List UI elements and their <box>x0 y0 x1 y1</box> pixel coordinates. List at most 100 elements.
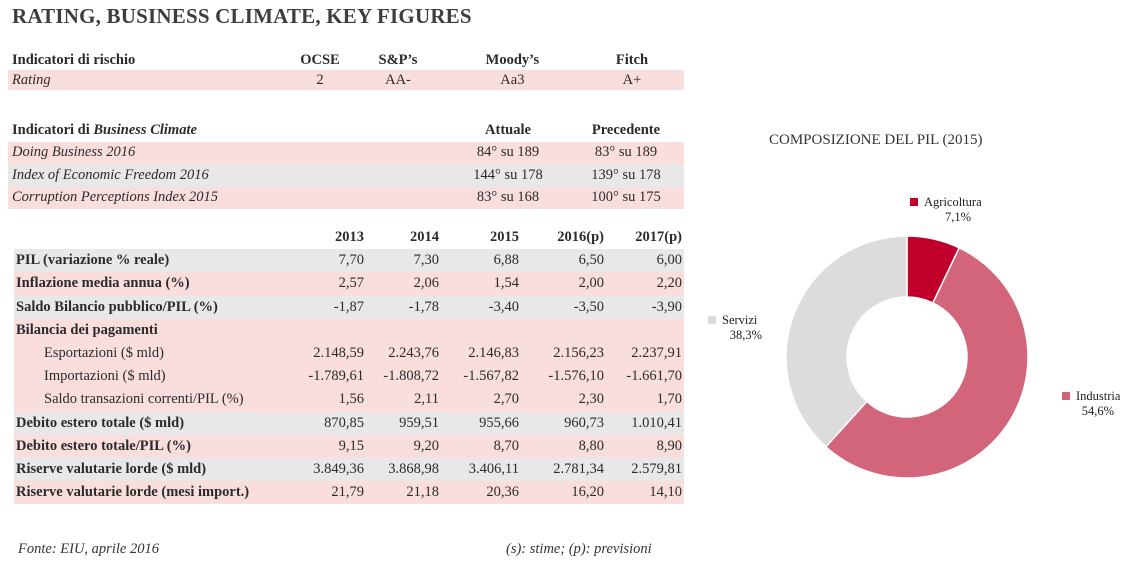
kf-value: 6,00 <box>606 249 684 273</box>
kf-value <box>291 318 366 342</box>
kf-value: 2,20 <box>606 272 684 296</box>
kf-value: -3,40 <box>441 295 521 319</box>
bc-header-current: Attuale <box>485 121 531 138</box>
kf-label: Riserve valutarie lorde (mesi import.) <box>14 481 291 505</box>
kf-value: 2.243,76 <box>366 341 441 366</box>
risk-rating-moodys: Aa3 <box>444 70 580 90</box>
kf-value: 3.849,36 <box>291 457 366 482</box>
bc-row-current: 83° su 168 <box>448 186 568 209</box>
pie-slice-industria <box>824 246 1029 479</box>
kf-value: 3.868,98 <box>366 457 441 482</box>
risk-header-sp: S&P’s <box>378 51 418 68</box>
kf-value: 7,30 <box>366 249 441 273</box>
bc-row: Corruption Perceptions Index 2015 83° su… <box>8 186 684 209</box>
kf-value: 955,66 <box>441 411 521 435</box>
pie-label-name: Servizi <box>722 313 758 327</box>
kf-value: 7,70 <box>291 249 366 273</box>
kf-header-row: 2013 2014 2015 2016(p) 2017(p) <box>14 226 684 249</box>
risk-table: Indicatori di rischio OCSE S&P’s Moody’s… <box>8 50 684 90</box>
kf-label: Saldo transazioni correnti/PIL (%) <box>14 388 291 412</box>
kf-row-reserves-months: Riserve valutarie lorde (mesi import.) 2… <box>14 481 684 505</box>
chart-title: COMPOSIZIONE DEL PIL (2015) <box>769 132 983 148</box>
kf-year: 2013 <box>335 229 364 246</box>
kf-value: -1,78 <box>366 295 441 319</box>
kf-value: 2,06 <box>366 272 441 296</box>
kf-value: -1.576,10 <box>521 365 606 389</box>
kf-value: -1.808,72 <box>366 365 441 389</box>
kf-value: 1,54 <box>441 272 521 296</box>
kf-value: 21,18 <box>366 481 441 505</box>
kf-year: 2015 <box>490 229 519 246</box>
kf-value: 6,50 <box>521 249 606 273</box>
kf-row-bop: Bilancia dei pagamenti <box>14 318 684 342</box>
bc-row-previous: 83° su 189 <box>568 141 684 164</box>
bc-row-name: Doing Business 2016 <box>8 141 448 164</box>
legend-note: (s): stime; (p): previsioni <box>506 541 652 557</box>
kf-value: 14,10 <box>606 481 684 505</box>
risk-rating-label: Rating <box>8 70 289 90</box>
bc-header-label: Indicatori di Business Climate <box>8 119 448 142</box>
kf-value: 2.148,59 <box>291 341 366 366</box>
bc-row-name: Index of Economic Freedom 2016 <box>8 164 448 187</box>
risk-header-ocse: OCSE <box>300 51 340 68</box>
kf-value: 2.781,34 <box>521 457 606 482</box>
pie-label-value: 54,6% <box>1082 404 1114 418</box>
kf-value: 21,79 <box>291 481 366 505</box>
kf-label: Debito estero totale/PIL (%) <box>14 434 291 458</box>
kf-value: 9,20 <box>366 434 441 458</box>
kf-value: 8,80 <box>521 434 606 458</box>
kf-year: 2014 <box>410 229 439 246</box>
pie-label-name: Agricoltura <box>924 195 982 209</box>
key-figures-table: 2013 2014 2015 2016(p) 2017(p) PIL (vari… <box>14 226 684 505</box>
risk-header-label: Indicatori di rischio <box>12 51 136 68</box>
bc-row-current: 144° su 178 <box>448 164 568 187</box>
kf-header-blank <box>14 226 291 249</box>
kf-value: -3,90 <box>606 295 684 319</box>
kf-row-budget: Saldo Bilancio pubblico/PIL (%) -1,87 -1… <box>14 295 684 319</box>
kf-year: 2016(p) <box>557 229 604 246</box>
kf-value: 2.146,83 <box>441 341 521 366</box>
kf-value: 2,70 <box>441 388 521 412</box>
bc-header-previous: Precedente <box>591 121 661 138</box>
kf-row-current-account: Saldo transazioni correnti/PIL (%) 1,56 … <box>14 388 684 412</box>
kf-label: Saldo Bilancio pubblico/PIL (%) <box>14 295 291 319</box>
kf-value: 8,90 <box>606 434 684 458</box>
risk-header-row: Indicatori di rischio OCSE S&P’s Moody’s… <box>8 50 684 70</box>
bc-row: Doing Business 2016 84° su 189 83° su 18… <box>8 141 684 164</box>
pie-label-value: 38,3% <box>730 328 762 342</box>
kf-row-reserves: Riserve valutarie lorde ($ mld) 3.849,36… <box>14 457 684 482</box>
pie-slice-servizi <box>785 235 908 448</box>
kf-value <box>366 318 441 342</box>
kf-row-imports: Importazioni ($ mld) -1.789,61 -1.808,72… <box>14 365 684 389</box>
risk-rating-ocse: 2 <box>288 70 352 90</box>
bc-row-name: Corruption Perceptions Index 2015 <box>8 186 448 209</box>
bc-header-row: Indicatori di Business Climate Attuale P… <box>8 119 684 142</box>
risk-rating-row: Rating 2 AA- Aa3 A+ <box>8 70 684 90</box>
kf-value: 2,00 <box>521 272 606 296</box>
kf-label: PIL (variazione % reale) <box>14 249 291 273</box>
risk-header-fitch: Fitch <box>615 51 649 68</box>
kf-row-debt-gdp: Debito estero totale/PIL (%) 9,15 9,20 8… <box>14 434 684 458</box>
kf-value: 1,56 <box>291 388 366 412</box>
kf-label: Inflazione media annua (%) <box>14 272 291 296</box>
kf-label: Esportazioni ($ mld) <box>14 341 291 366</box>
legend-swatch-servizi <box>708 316 716 324</box>
kf-value: 8,70 <box>441 434 521 458</box>
kf-year: 2017(p) <box>635 229 682 246</box>
kf-value: -1.567,82 <box>441 365 521 389</box>
kf-value: -1.661,70 <box>606 365 684 389</box>
kf-value: 16,20 <box>521 481 606 505</box>
kf-value: -3,50 <box>521 295 606 319</box>
kf-value <box>606 318 684 342</box>
kf-value: 1,70 <box>606 388 684 412</box>
kf-row-external-debt: Debito estero totale ($ mld) 870,85 959,… <box>14 411 684 435</box>
legend-swatch-industria <box>1062 392 1070 400</box>
page-title: RATING, BUSINESS CLIMATE, KEY FIGURES <box>12 4 472 28</box>
kf-value: 2.579,81 <box>606 457 684 482</box>
kf-value: 2,57 <box>291 272 366 296</box>
source-note: Fonte: EIU, aprile 2016 <box>18 541 159 557</box>
kf-label: Debito estero totale ($ mld) <box>14 411 291 435</box>
kf-value: 2.156,23 <box>521 341 606 366</box>
kf-value: 6,88 <box>441 249 521 273</box>
kf-value <box>521 318 606 342</box>
